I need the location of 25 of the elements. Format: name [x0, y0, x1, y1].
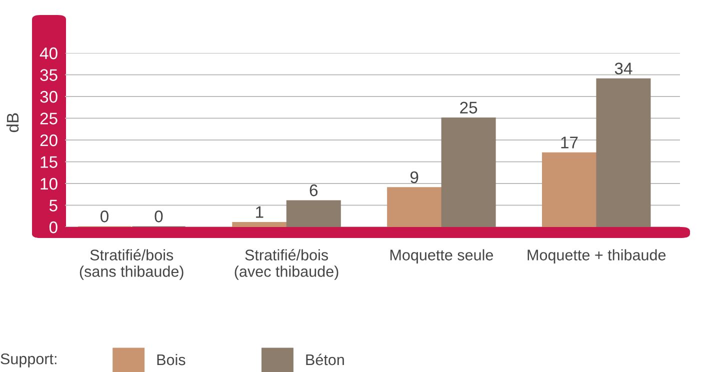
- data-label: 17: [561, 136, 578, 148]
- legend-label: Béton: [306, 354, 344, 366]
- y-tick-label: 5: [49, 200, 58, 212]
- x-tick-label: Moquette + thibaude: [528, 249, 666, 264]
- y-tick-label: 10: [40, 178, 58, 190]
- y-tick-label: 40: [40, 47, 58, 60]
- data-label: 0: [100, 210, 108, 222]
- data-label: 9: [410, 171, 418, 184]
- data-label: 1: [256, 206, 264, 218]
- data-label: 25: [460, 102, 478, 114]
- x-tick-label: Moquette seule: [390, 249, 493, 264]
- y-tick-label: 20: [40, 134, 58, 146]
- legend-title: Support:: [0, 353, 56, 368]
- y-tick-label: 25: [40, 112, 58, 124]
- y-tick-label: 15: [40, 156, 58, 168]
- y-tick-label: 30: [40, 90, 58, 103]
- y-axis-title: dB: [6, 113, 19, 132]
- data-label: 6: [310, 184, 318, 196]
- x-tick-label: Stratifié/bois (avec thibaude): [234, 249, 338, 280]
- x-tick-label: Stratifié/bois (sans thibaude): [80, 249, 184, 280]
- data-label: 34: [614, 62, 632, 74]
- y-tick-label: 35: [40, 69, 58, 81]
- data-label: 0: [154, 210, 163, 222]
- y-tick-label: 0: [49, 221, 58, 234]
- legend-label: Bois: [157, 354, 186, 366]
